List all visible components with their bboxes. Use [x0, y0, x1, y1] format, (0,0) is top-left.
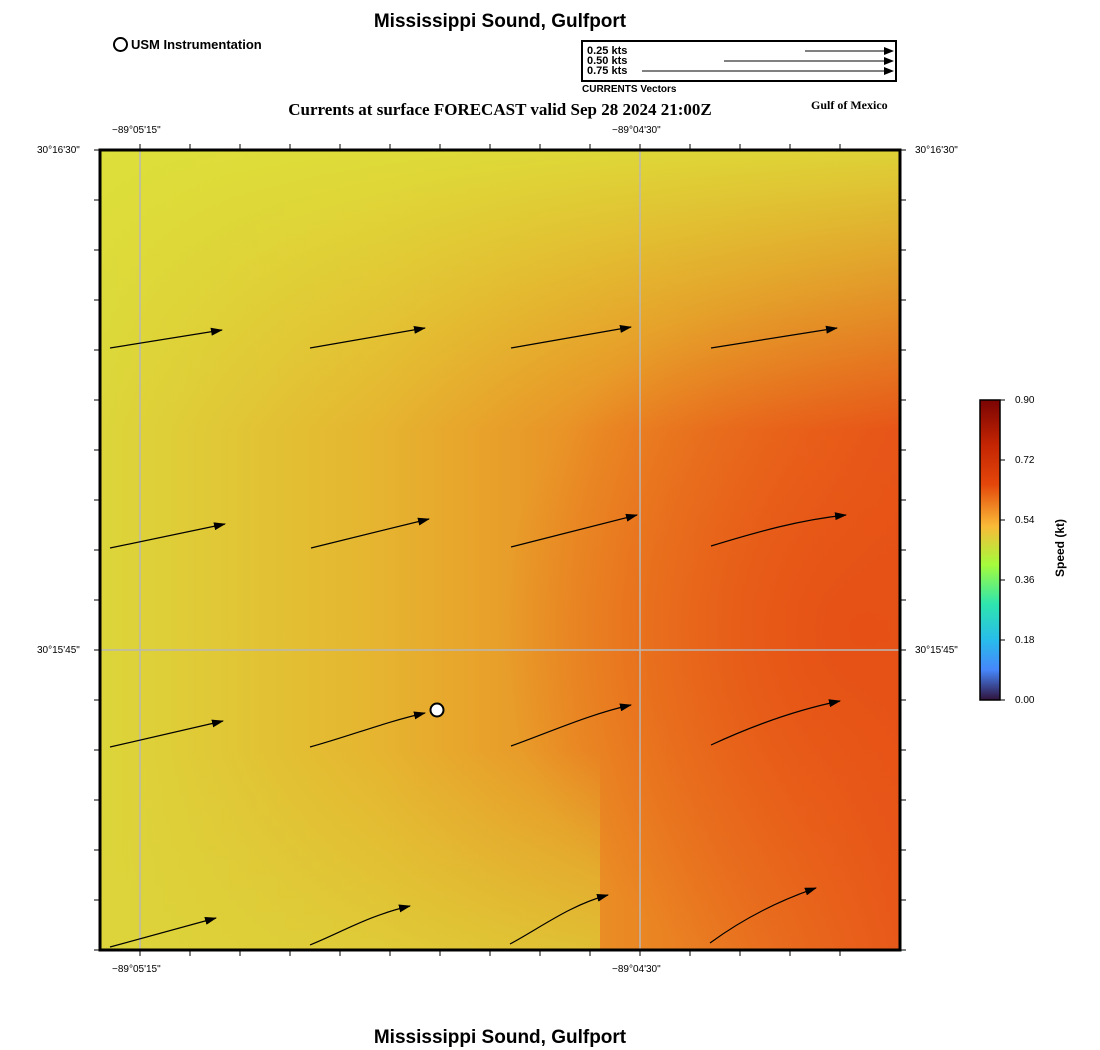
current-vector [109, 917, 217, 948]
lon-tick-label-top: −89°05'15" [112, 125, 161, 136]
current-vector [109, 522, 226, 549]
graticule [100, 150, 900, 950]
current-vector [310, 517, 430, 549]
lon-tick-label-bottom: −89°04'30" [612, 964, 661, 975]
colorbar-ramp [979, 399, 1001, 701]
current-vector [510, 513, 638, 548]
colorbar-tick-label: 0.18 [1015, 635, 1035, 646]
current-vector [309, 325, 426, 349]
vector-scale-label: 0.25 kts [587, 45, 628, 57]
colorbar-tick-label: 0.72 [1015, 455, 1035, 466]
instrumentation-legend: USM Instrumentation [113, 37, 262, 52]
vector-scale-arrows [642, 47, 894, 75]
station-marker-icon [113, 37, 128, 52]
forecast-subtitle: Currents at surface FORECAST valid Sep 2… [288, 100, 712, 119]
colorbar-tick-label: 0.54 [1015, 515, 1035, 526]
lon-tick-label-top: −89°04'30" [612, 125, 661, 136]
lon-tick-label-bottom: −89°05'15" [112, 964, 161, 975]
current-speed-map [94, 144, 906, 956]
lat-tick-label-left: 30°16'30" [37, 145, 80, 156]
vector-scale-label: 0.75 kts [587, 65, 628, 77]
colorbar-tick-label: 0.00 [1015, 695, 1035, 706]
instrumentation-label: USM Instrumentation [131, 37, 262, 52]
map-title-bottom: Mississippi Sound, Gulfport [373, 1027, 627, 1048]
current-vector [309, 904, 411, 946]
colorbar-title: Speed (kt) [1053, 519, 1067, 578]
current-vector [510, 703, 632, 747]
speed-colorbar [979, 399, 1005, 701]
map-title-top: Mississippi Sound, Gulfport [373, 11, 627, 32]
current-vector [710, 325, 838, 349]
current-vector [109, 327, 223, 349]
current-vectors [109, 324, 847, 948]
lat-tick-label-right: 30°15'45" [915, 645, 958, 656]
lat-tick-label-right: 30°16'30" [915, 145, 958, 156]
current-vector [510, 324, 632, 349]
vector-scale-label: 0.50 kts [587, 55, 628, 67]
current-vector [509, 893, 609, 945]
current-vector [709, 887, 817, 944]
usm-station-marker [429, 702, 445, 718]
vector-legend-caption: CURRENTS Vectors [582, 84, 677, 95]
vector-scale-legend: 0.25 kts 0.50 kts 0.75 kts [581, 40, 897, 82]
colorbar-tick-label: 0.36 [1015, 575, 1035, 586]
current-vector [109, 719, 224, 748]
lat-tick-label-left: 30°15'45" [37, 645, 80, 656]
current-vector [309, 711, 426, 748]
colorbar-tick-label: 0.90 [1015, 395, 1035, 406]
region-label: Gulf of Mexico [811, 98, 888, 112]
current-vector [710, 512, 847, 547]
current-vector [710, 699, 841, 746]
frame-ticks [94, 144, 906, 956]
